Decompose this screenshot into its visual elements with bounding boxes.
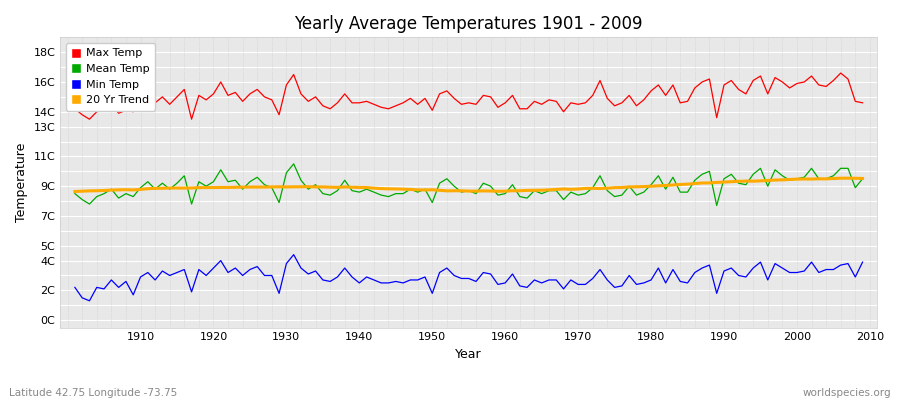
Legend: Max Temp, Mean Temp, Min Temp, 20 Yr Trend: Max Temp, Mean Temp, Min Temp, 20 Yr Tre…: [66, 43, 155, 111]
Text: worldspecies.org: worldspecies.org: [803, 388, 891, 398]
Y-axis label: Temperature: Temperature: [15, 143, 28, 222]
Text: Latitude 42.75 Longitude -73.75: Latitude 42.75 Longitude -73.75: [9, 388, 177, 398]
Title: Yearly Average Temperatures 1901 - 2009: Yearly Average Temperatures 1901 - 2009: [294, 15, 643, 33]
X-axis label: Year: Year: [455, 348, 482, 361]
